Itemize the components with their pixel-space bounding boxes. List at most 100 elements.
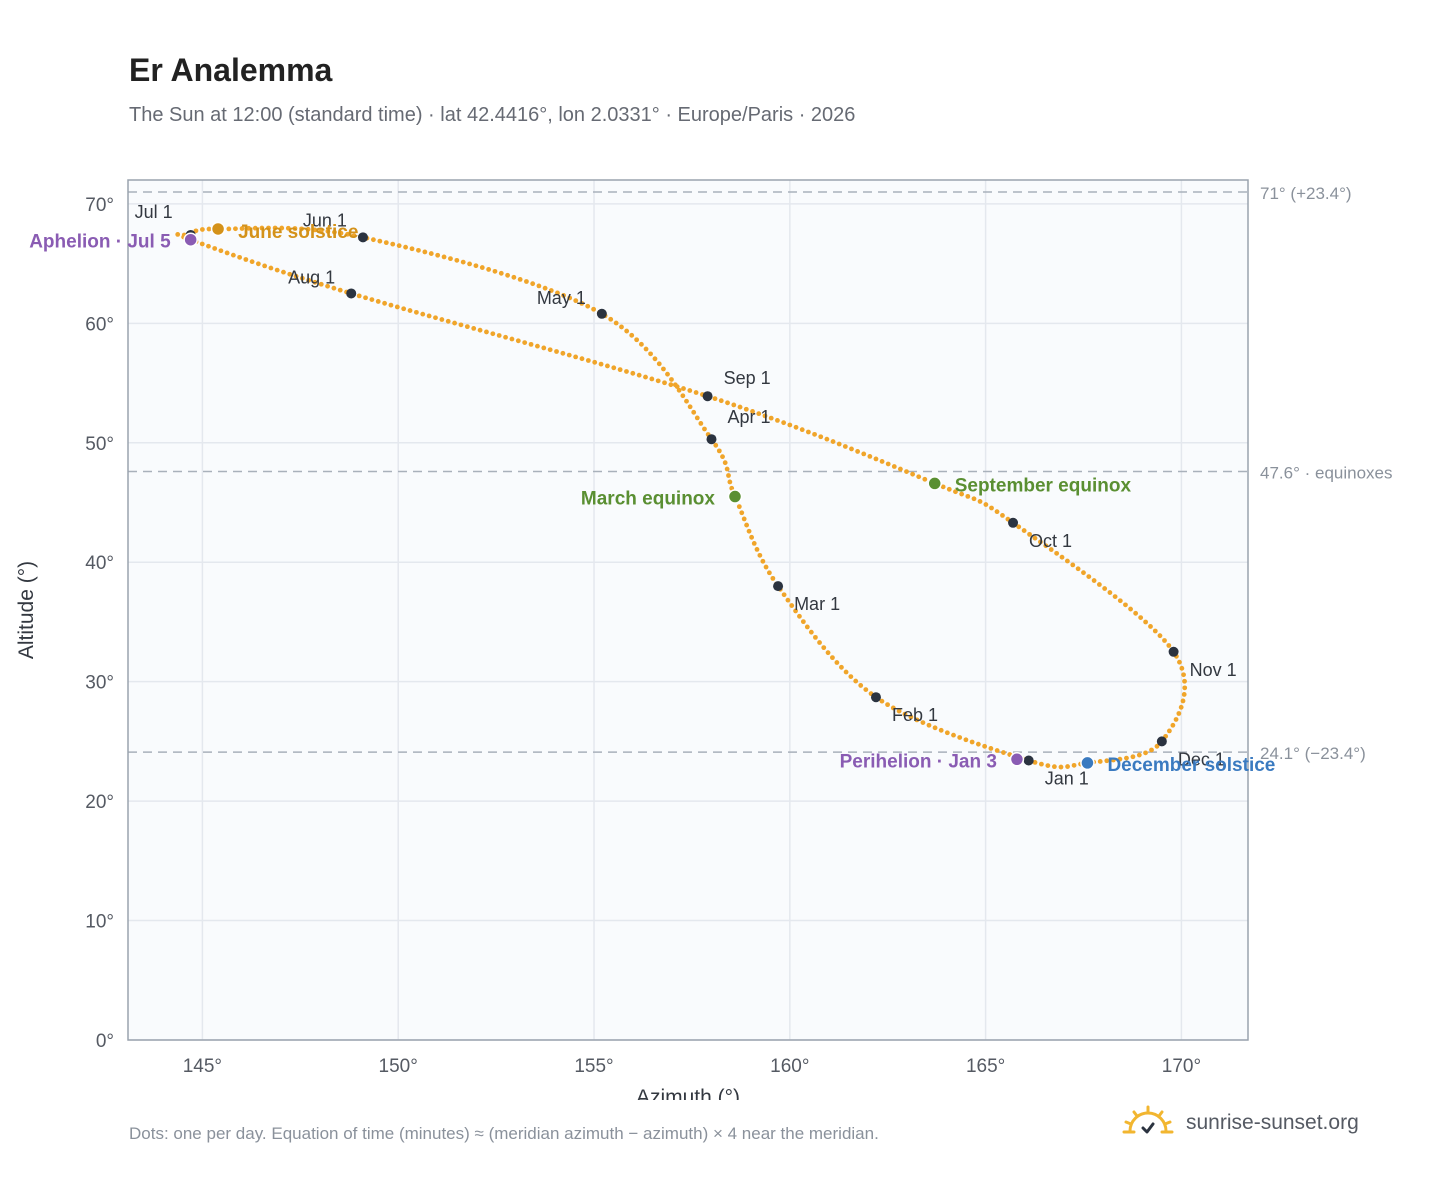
daily-dot: [477, 327, 483, 333]
daily-dot: [746, 528, 752, 534]
daily-dot: [479, 265, 485, 270]
daily-dot: [858, 683, 864, 688]
daily-dot: [805, 429, 811, 435]
daily-dot: [624, 369, 629, 374]
reference-line-label: 71° (+23.4°): [1260, 184, 1352, 203]
daily-dot: [754, 547, 760, 552]
daily-dot: [817, 640, 822, 645]
daily-dot: [212, 246, 218, 251]
daily-dot: [486, 267, 492, 272]
daily-dot: [842, 444, 848, 449]
daily-dot: [1065, 558, 1070, 564]
daily-dot: [781, 592, 787, 598]
event-marker: [727, 489, 743, 504]
daily-dot: [729, 485, 735, 491]
event-marker: [1009, 752, 1025, 767]
daily-dot: [579, 356, 585, 362]
brand[interactable]: sunrise-sunset.org: [1122, 1103, 1359, 1143]
daily-dot: [279, 225, 285, 231]
daily-dot: [428, 251, 434, 256]
daily-dot: [409, 246, 415, 252]
daily-dot: [458, 322, 464, 328]
month-label: May 1: [537, 288, 586, 308]
daily-dot: [741, 516, 747, 522]
daily-dot: [839, 664, 844, 670]
daily-dot: [224, 250, 230, 256]
daily-dot: [1157, 633, 1163, 639]
daily-dot: [1048, 547, 1054, 552]
daily-dot: [834, 660, 840, 665]
daily-dot: [433, 315, 438, 321]
daily-dot: [781, 420, 787, 426]
month-label: Aug 1: [288, 267, 335, 287]
event-label: March equinox: [581, 489, 716, 510]
daily-dot: [643, 346, 649, 352]
brand-name[interactable]: sunrise-sunset.org: [1186, 1111, 1359, 1134]
daily-dot: [1148, 624, 1153, 629]
daily-dot: [652, 356, 658, 362]
daily-dot: [1128, 606, 1133, 612]
daily-dot: [885, 461, 891, 467]
daily-dot: [750, 409, 755, 414]
daily-dot: [266, 225, 271, 231]
daily-dot: [760, 558, 766, 564]
daily-dot: [904, 469, 909, 475]
daily-dot: [435, 252, 441, 258]
plot-frame: [127, 179, 1249, 1041]
daily-dot: [337, 287, 343, 293]
daily-dot: [789, 603, 795, 608]
daily-dot: [744, 522, 750, 528]
month-label: Mar 1: [794, 594, 840, 614]
daily-dot: [1043, 543, 1049, 549]
month-label: Apr 1: [727, 407, 770, 427]
event-label: Aphelion · Jul 5: [29, 232, 171, 253]
daily-dot: [674, 384, 680, 390]
daily-dot: [873, 456, 879, 462]
daily-dot: [524, 279, 529, 284]
daily-dot: [383, 240, 389, 246]
daily-dot: [448, 256, 453, 262]
daily-dot: [1181, 692, 1187, 697]
event-marker: [927, 476, 942, 491]
daily-dot: [668, 382, 674, 388]
daily-dot: [1071, 762, 1077, 768]
daily-dot: [793, 424, 799, 430]
daily-dot: [739, 510, 745, 516]
daily-dot: [693, 390, 699, 395]
daily-dot: [492, 268, 498, 274]
daily-dot: [1117, 756, 1123, 762]
daily-dot: [830, 439, 836, 444]
month-label: Dec 1: [1178, 749, 1225, 769]
daily-dot: [799, 427, 805, 433]
daily-dot: [388, 302, 394, 308]
daily-dot: [239, 226, 245, 231]
month-marker: [870, 692, 881, 703]
daily-dot: [737, 404, 743, 410]
daily-dot: [325, 283, 330, 289]
daily-dot: [394, 304, 400, 310]
x-axis-ticks: 145° 150° 155° 160° 165° 170°: [183, 1056, 1201, 1077]
daily-dot: [1149, 747, 1154, 753]
daily-dot: [356, 293, 362, 299]
reference-line-label: 24.1° (−23.4°): [1260, 744, 1366, 763]
daily-dot: [713, 442, 719, 448]
daily-dot: [830, 655, 835, 661]
daily-dot: [390, 241, 396, 247]
daily-dot: [522, 340, 528, 345]
daily-dot: [460, 259, 466, 265]
daily-dot: [619, 324, 624, 330]
daily-dot: [982, 743, 988, 749]
daily-dot: [585, 358, 591, 363]
daily-dot: [1154, 743, 1160, 749]
daily-dot: [233, 226, 238, 232]
month-label: Sep 1: [724, 368, 771, 388]
month-label: Feb 1: [892, 705, 938, 725]
daily-dot: [896, 708, 902, 714]
daily-dot: [382, 300, 387, 306]
daily-dot: [959, 491, 965, 497]
daily-dot: [422, 249, 428, 255]
daily-dot: [1162, 638, 1167, 643]
daily-dot: [994, 509, 1000, 515]
daily-dot: [541, 345, 547, 351]
daily-dot: [648, 351, 653, 357]
